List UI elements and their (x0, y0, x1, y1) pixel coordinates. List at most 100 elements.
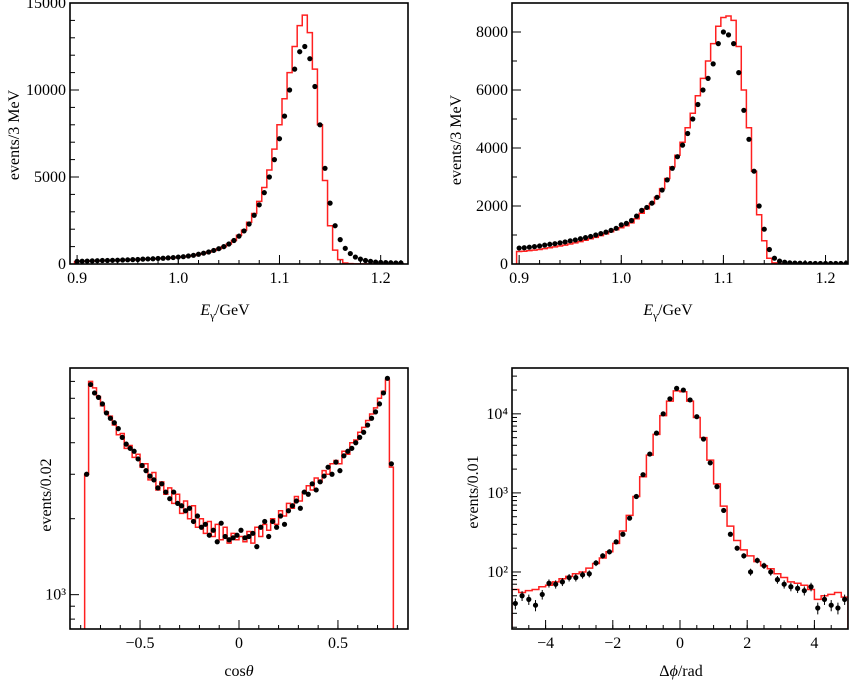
y-tick-label: 8000 (476, 24, 508, 41)
data-point (140, 256, 146, 262)
data-point (179, 503, 185, 509)
data-point (185, 253, 192, 259)
xlabel-prefix: Δ (659, 663, 669, 680)
data-point (145, 256, 151, 262)
data-point (250, 530, 256, 536)
x-tick-label: 1.1 (713, 270, 733, 287)
data-point (628, 217, 635, 224)
data-point (542, 242, 548, 248)
data-point (186, 505, 193, 511)
data-point (562, 239, 568, 245)
data-point (741, 107, 747, 113)
data-point (598, 230, 604, 237)
data-point (281, 521, 288, 527)
x-tick-label: 1.2 (371, 270, 391, 287)
panel-1-ylabel: events/3 MeV (6, 89, 23, 180)
data-point (305, 491, 311, 497)
data-point (230, 535, 236, 541)
data-point (776, 258, 783, 264)
data-point (84, 471, 90, 477)
data-point (341, 453, 347, 459)
y-tick-label: 10³ (45, 587, 66, 604)
data-point (633, 493, 639, 500)
data-point (788, 584, 794, 590)
plot-area (512, 385, 848, 629)
data-point (211, 247, 217, 254)
data-point (669, 165, 675, 171)
data-point (647, 451, 653, 457)
data-point (317, 122, 323, 128)
data-point (526, 244, 532, 250)
data-point (190, 252, 197, 258)
x-tick-label: 4 (810, 635, 818, 652)
data-point (766, 246, 772, 253)
data-point (756, 203, 762, 209)
data-point (147, 473, 153, 479)
data-point (337, 468, 343, 474)
mc-histogram (512, 390, 848, 629)
x-tick-label: 0.9 (67, 270, 87, 287)
data-point (741, 553, 747, 559)
data-point (828, 602, 834, 608)
data-point (125, 257, 131, 263)
data-point (774, 577, 781, 583)
xlabel-symbol: E (199, 302, 210, 319)
data-point (277, 513, 284, 519)
data-point (175, 500, 181, 506)
data-point (226, 241, 232, 247)
data-point (640, 472, 646, 478)
data-point (649, 200, 655, 206)
data-point (685, 130, 691, 137)
data-point (361, 429, 367, 435)
data-point (761, 226, 767, 232)
data-point (221, 244, 227, 250)
data-point (815, 605, 821, 611)
data-point (690, 116, 696, 122)
data-point (87, 381, 94, 388)
data-point (384, 375, 391, 381)
panel-3: −0.5 0 0.5 10³ (45, 367, 409, 652)
data-point (99, 401, 106, 407)
data-point (573, 574, 579, 581)
data-point (347, 250, 353, 257)
data-point (150, 256, 156, 262)
panel-4: −4 −2 0 2 4 10² 10³ 10⁴ (486, 367, 849, 652)
data-point (695, 101, 701, 108)
data-point (123, 441, 129, 447)
plot-frame (69, 367, 409, 630)
data-point (155, 255, 161, 262)
data-point (566, 574, 572, 581)
y-tick-label: 10³ (487, 485, 508, 502)
y-tick-label: 6000 (476, 82, 508, 99)
data-point (115, 426, 121, 432)
data-point (572, 237, 578, 243)
data-point (627, 515, 633, 521)
data-point (226, 537, 232, 543)
data-point (715, 41, 721, 47)
data-point (667, 396, 673, 402)
data-point (246, 533, 252, 540)
plot-frame (511, 2, 849, 265)
data-point (312, 83, 318, 90)
data-point (608, 227, 614, 233)
data-point (297, 505, 303, 511)
data-point (606, 549, 613, 555)
panel-2-xlabel: Eγ/GeV (642, 302, 693, 322)
data-point (309, 481, 315, 487)
data-point (251, 212, 257, 218)
data-point (151, 477, 157, 483)
data-point (725, 32, 732, 38)
x-tick-label: 0.5 (328, 635, 348, 652)
data-point (761, 563, 767, 569)
data-point (238, 527, 244, 533)
data-point (170, 254, 176, 261)
plot-area (83, 375, 395, 629)
data-point (180, 254, 186, 260)
data-point (198, 524, 205, 530)
x-tick-label: 0 (235, 635, 243, 652)
y-tick-label: 10⁴ (486, 406, 508, 423)
data-point (271, 157, 278, 163)
data-point (579, 572, 586, 578)
data-point (218, 520, 224, 526)
data-point (586, 571, 592, 577)
